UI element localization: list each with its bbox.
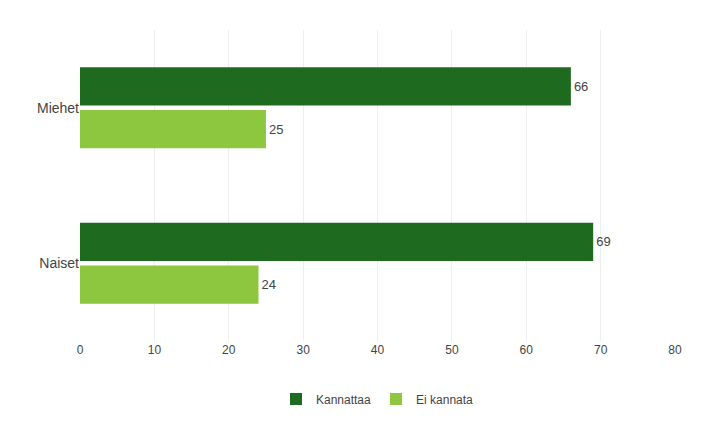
svg-text:Kannattaa: Kannattaa [316, 393, 371, 407]
svg-text:0: 0 [77, 343, 84, 357]
svg-text:Ei kannata: Ei kannata [416, 393, 473, 407]
svg-text:Naiset: Naiset [39, 255, 79, 271]
svg-text:66: 66 [574, 79, 588, 94]
svg-text:10: 10 [148, 343, 162, 357]
svg-text:80: 80 [668, 343, 682, 357]
svg-text:40: 40 [371, 343, 385, 357]
svg-text:70: 70 [594, 343, 608, 357]
svg-text:30: 30 [296, 343, 310, 357]
svg-text:24: 24 [262, 277, 276, 292]
svg-text:50: 50 [445, 343, 459, 357]
svg-text:69: 69 [596, 234, 610, 249]
svg-text:60: 60 [520, 343, 534, 357]
svg-text:Miehet: Miehet [37, 100, 79, 116]
svg-text:25: 25 [269, 122, 283, 137]
svg-text:20: 20 [222, 343, 236, 357]
